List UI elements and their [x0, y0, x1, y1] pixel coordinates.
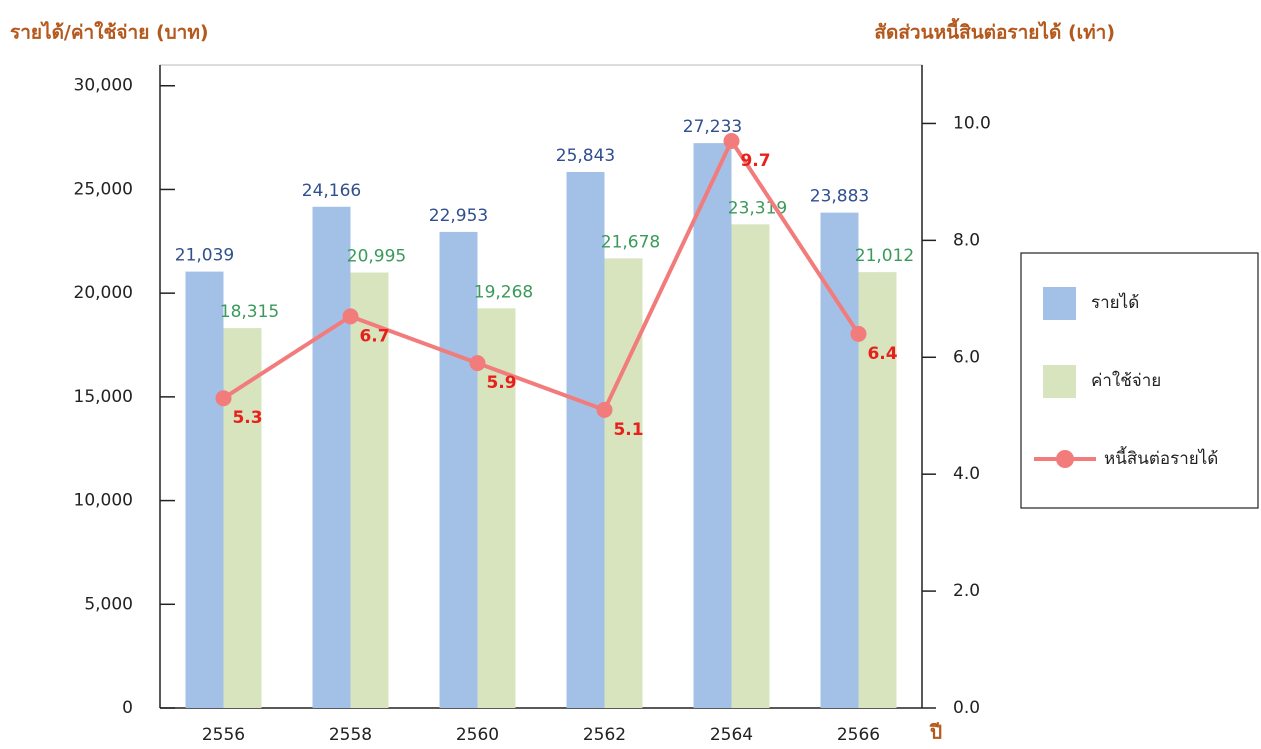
y-tick-label: 10,000: [74, 491, 133, 511]
y-tick-label: 20,000: [74, 283, 133, 303]
bar: [185, 271, 224, 708]
line-value-label: 5.3: [232, 408, 262, 428]
bar: [350, 272, 389, 708]
bar: [566, 171, 605, 708]
y2-tick-label: 4.0: [953, 464, 980, 484]
line-value-label: 9.7: [740, 151, 770, 171]
y-tick-label: 15,000: [74, 387, 133, 407]
line-marker: [342, 308, 359, 325]
x-tick-label: 2562: [583, 725, 626, 745]
bar: [731, 224, 770, 709]
line-value-label: 6.7: [359, 326, 389, 346]
bar-value-label: 25,843: [556, 146, 615, 166]
line-marker: [469, 355, 486, 372]
bar: [223, 328, 262, 708]
legend-label: ค่าใช้จ่าย: [1091, 370, 1161, 391]
bar-value-label: 21,039: [175, 246, 234, 266]
legend-marker: [1056, 450, 1074, 468]
bar: [693, 143, 732, 708]
bar: [820, 212, 859, 708]
line-value-label: 6.4: [867, 344, 897, 364]
bar-value-label: 22,953: [429, 206, 488, 226]
bar-value-label: 27,233: [683, 117, 742, 137]
y2-tick-label: 6.0: [953, 347, 980, 367]
bar-value-label: 21,678: [601, 232, 660, 252]
y-tick-label: 5,000: [84, 594, 133, 614]
x-tick-label: 2560: [456, 725, 499, 745]
bar: [439, 231, 478, 709]
bar: [312, 206, 351, 709]
legend-label: รายได้: [1091, 292, 1139, 313]
y2-tick-label: 8.0: [953, 230, 980, 250]
legend-swatch: [1043, 287, 1076, 320]
line-marker: [850, 325, 867, 342]
y2-tick-label: 10.0: [953, 113, 991, 133]
legend-swatch: [1043, 365, 1076, 398]
line-marker: [723, 132, 740, 149]
bar-value-label: 19,268: [474, 282, 533, 302]
bar: [858, 272, 897, 708]
x-tick-label: 2564: [710, 725, 753, 745]
y-tick-label: 25,000: [74, 179, 133, 199]
bar-value-label: 20,995: [347, 247, 406, 267]
x-tick-label: 2556: [202, 725, 245, 745]
line-value-label: 5.9: [486, 373, 516, 393]
bar-value-label: 23,883: [810, 187, 869, 207]
y2-axis-title: สัดส่วนหนี้สินต่อรายได้ (เท่า): [874, 18, 1115, 44]
bar: [604, 258, 643, 708]
line-value-label: 5.1: [613, 420, 643, 440]
y-tick-label: 0: [122, 698, 133, 718]
line-marker: [596, 401, 613, 418]
bar-value-label: 18,315: [220, 302, 279, 322]
x-axis-title: ปี: [929, 722, 942, 744]
line: [222, 136, 861, 413]
y-tick-label: 30,000: [74, 76, 133, 96]
line-marker: [215, 390, 232, 407]
x-tick-label: 2566: [837, 725, 880, 745]
legend-label: หนี้สินต่อรายได้: [1104, 446, 1218, 469]
y-axis-title: รายได้/ค่าใช้จ่าย (บาท): [10, 21, 209, 44]
y2-tick-label: 0.0: [953, 698, 980, 718]
x-tick-label: 2558: [329, 725, 372, 745]
bar-value-label: 24,166: [302, 181, 361, 201]
bar-value-label: 21,012: [855, 246, 914, 266]
y2-tick-label: 2.0: [953, 581, 980, 601]
